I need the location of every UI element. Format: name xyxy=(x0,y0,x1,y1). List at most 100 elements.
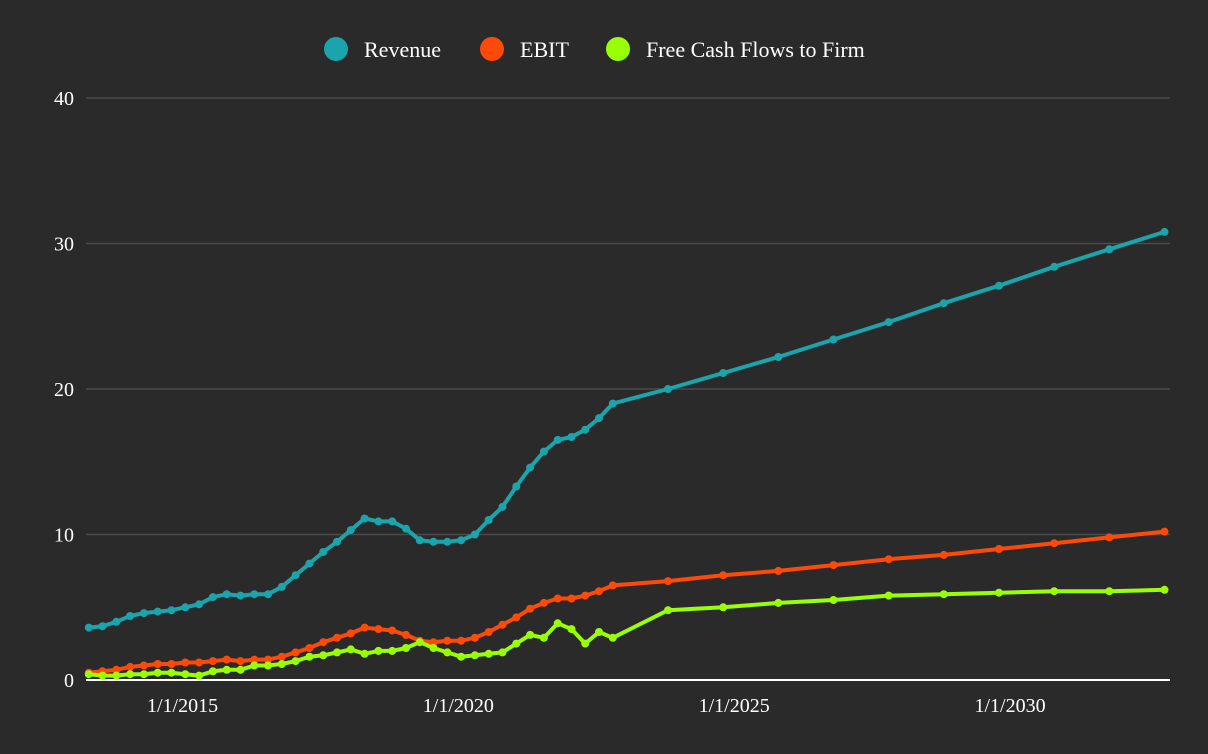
data-point[interactable] xyxy=(139,661,148,670)
data-point[interactable] xyxy=(608,399,617,408)
data-point[interactable] xyxy=(567,594,576,603)
data-point[interactable] xyxy=(222,655,231,664)
data-point[interactable] xyxy=(484,516,493,524)
data-point[interactable] xyxy=(664,577,672,586)
data-point[interactable] xyxy=(1105,533,1114,542)
data-point[interactable] xyxy=(139,609,148,618)
data-point[interactable] xyxy=(346,645,355,654)
data-point[interactable] xyxy=(457,652,466,661)
data-point[interactable] xyxy=(539,633,548,642)
data-point[interactable] xyxy=(264,661,272,670)
data-point[interactable] xyxy=(126,662,135,671)
data-point[interactable] xyxy=(484,649,493,658)
data-point[interactable] xyxy=(98,622,107,631)
legend-item-free-cash-flows-to-firm[interactable]: Free Cash Flows to Firm xyxy=(606,37,865,62)
data-point[interactable] xyxy=(526,630,535,639)
data-point[interactable] xyxy=(595,628,603,636)
data-point[interactable] xyxy=(388,626,397,635)
data-point[interactable] xyxy=(84,623,93,632)
data-point[interactable] xyxy=(884,318,893,327)
data-point[interactable] xyxy=(333,633,341,642)
data-point[interactable] xyxy=(719,369,728,377)
data-point[interactable] xyxy=(526,463,535,472)
data-point[interactable] xyxy=(208,657,217,666)
data-point[interactable] xyxy=(664,606,672,615)
data-point[interactable] xyxy=(84,670,93,679)
data-point[interactable] xyxy=(608,633,617,642)
data-point[interactable] xyxy=(829,335,838,344)
data-point[interactable] xyxy=(112,665,121,674)
data-point[interactable] xyxy=(429,638,438,647)
data-point[interactable] xyxy=(567,433,576,441)
data-point[interactable] xyxy=(429,644,438,652)
data-point[interactable] xyxy=(1160,227,1169,236)
data-point[interactable] xyxy=(222,665,231,674)
data-point[interactable] xyxy=(195,600,204,609)
data-point[interactable] xyxy=(457,636,466,645)
data-point[interactable] xyxy=(774,566,783,575)
data-point[interactable] xyxy=(608,581,617,590)
data-point[interactable] xyxy=(498,620,507,629)
data-point[interactable] xyxy=(470,633,479,642)
data-point[interactable] xyxy=(829,596,838,604)
data-point[interactable] xyxy=(553,594,562,603)
data-point[interactable] xyxy=(360,649,369,658)
data-point[interactable] xyxy=(305,559,314,568)
data-point[interactable] xyxy=(443,537,452,546)
data-point[interactable] xyxy=(402,630,410,639)
data-point[interactable] xyxy=(484,628,493,636)
data-point[interactable] xyxy=(470,651,479,660)
data-point[interactable] xyxy=(719,603,728,612)
data-point[interactable] xyxy=(1050,587,1059,596)
data-point[interactable] xyxy=(167,668,176,677)
data-point[interactable] xyxy=(402,524,410,533)
data-point[interactable] xyxy=(222,590,231,599)
data-point[interactable] xyxy=(995,281,1003,290)
data-point[interactable] xyxy=(1105,587,1114,596)
data-point[interactable] xyxy=(595,587,603,596)
data-point[interactable] xyxy=(291,648,300,657)
data-point[interactable] xyxy=(429,537,438,546)
data-point[interactable] xyxy=(443,636,452,645)
data-point[interactable] xyxy=(153,660,162,668)
data-point[interactable] xyxy=(277,660,286,668)
data-point[interactable] xyxy=(553,619,562,628)
data-point[interactable] xyxy=(374,646,383,655)
data-point[interactable] xyxy=(884,555,893,564)
data-point[interactable] xyxy=(264,655,272,664)
data-point[interactable] xyxy=(277,582,286,591)
data-point[interactable] xyxy=(774,598,783,607)
data-point[interactable] xyxy=(319,638,328,647)
data-point[interactable] xyxy=(1050,262,1059,271)
data-point[interactable] xyxy=(581,639,590,648)
data-point[interactable] xyxy=(581,591,590,600)
data-point[interactable] xyxy=(995,545,1003,553)
data-point[interactable] xyxy=(939,299,948,308)
data-point[interactable] xyxy=(236,657,245,666)
data-point[interactable] xyxy=(553,435,562,444)
data-point[interactable] xyxy=(112,671,121,680)
data-point[interactable] xyxy=(208,593,217,602)
data-point[interactable] xyxy=(195,671,204,680)
data-point[interactable] xyxy=(829,561,838,570)
data-point[interactable] xyxy=(774,353,783,361)
data-point[interactable] xyxy=(208,667,217,676)
data-point[interactable] xyxy=(236,591,245,600)
data-point[interactable] xyxy=(1160,585,1169,594)
data-point[interactable] xyxy=(319,651,328,660)
data-point[interactable] xyxy=(498,502,507,511)
data-point[interactable] xyxy=(360,623,369,632)
data-point[interactable] xyxy=(236,665,245,674)
data-point[interactable] xyxy=(415,638,424,647)
data-point[interactable] xyxy=(374,517,383,526)
data-point[interactable] xyxy=(346,629,355,638)
data-point[interactable] xyxy=(512,482,521,491)
data-point[interactable] xyxy=(567,625,576,634)
data-point[interactable] xyxy=(126,612,135,620)
data-point[interactable] xyxy=(995,588,1003,597)
data-point[interactable] xyxy=(291,657,300,666)
data-point[interactable] xyxy=(319,548,328,556)
data-point[interactable] xyxy=(250,590,259,599)
data-point[interactable] xyxy=(512,613,521,622)
data-point[interactable] xyxy=(664,385,672,393)
